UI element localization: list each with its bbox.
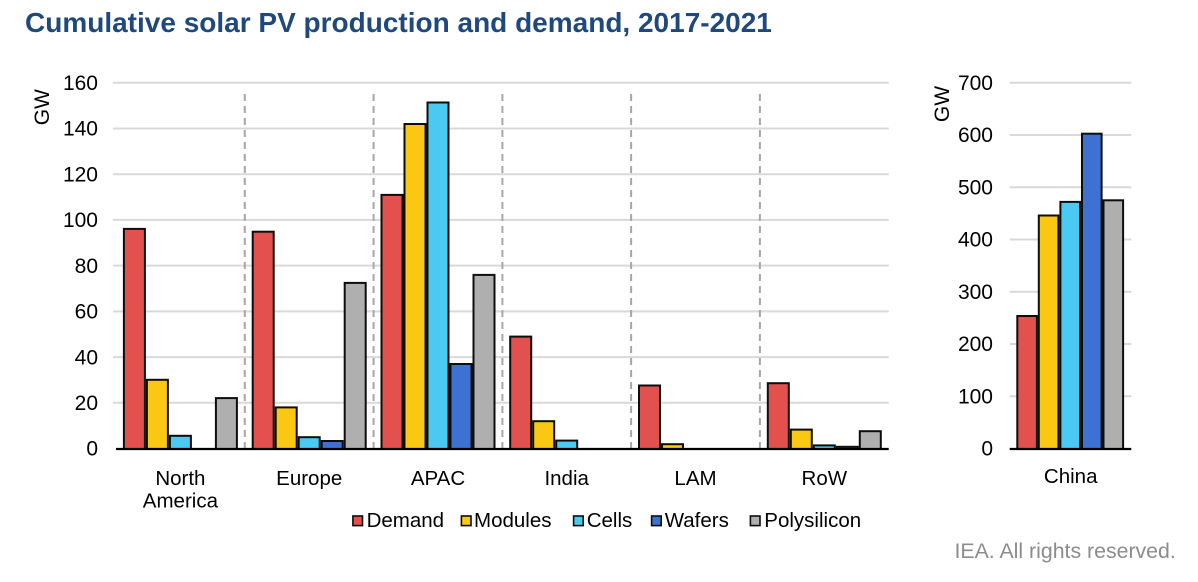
svg-text:India: India (544, 467, 589, 490)
svg-text:America: America (143, 490, 219, 513)
svg-text:700: 700 (958, 72, 993, 95)
svg-text:China: China (1044, 465, 1098, 488)
svg-text:60: 60 (75, 301, 98, 324)
svg-text:80: 80 (75, 255, 98, 278)
svg-text:100: 100 (958, 386, 993, 409)
svg-text:GW: GW (31, 89, 54, 125)
svg-text:160: 160 (63, 72, 98, 95)
svg-text:Modules: Modules (474, 509, 552, 532)
svg-text:IEA. All rights reserved.: IEA. All rights reserved. (954, 539, 1175, 563)
svg-text:0: 0 (86, 438, 98, 461)
svg-text:300: 300 (958, 281, 993, 304)
svg-text:Polysilicon: Polysilicon (764, 509, 861, 532)
svg-text:APAC: APAC (411, 467, 465, 490)
svg-text:Europe: Europe (276, 467, 342, 490)
svg-text:600: 600 (958, 124, 993, 147)
svg-text:0: 0 (981, 438, 993, 461)
svg-text:40: 40 (75, 346, 98, 369)
svg-text:Wafers: Wafers (665, 509, 729, 532)
svg-text:100: 100 (63, 209, 98, 232)
svg-text:20: 20 (75, 392, 98, 415)
svg-text:500: 500 (958, 177, 993, 200)
svg-text:Cells: Cells (587, 509, 633, 532)
svg-text:RoW: RoW (802, 467, 848, 490)
svg-text:LAM: LAM (674, 467, 716, 490)
svg-text:200: 200 (958, 333, 993, 356)
svg-text:GW: GW (931, 86, 954, 122)
svg-text:140: 140 (63, 118, 98, 141)
svg-text:120: 120 (63, 163, 98, 186)
svg-text:North: North (155, 467, 205, 490)
svg-text:Cumulative solar PV production: Cumulative solar PV production and deman… (25, 7, 772, 38)
svg-text:400: 400 (958, 229, 993, 252)
svg-text:Demand: Demand (367, 509, 445, 532)
